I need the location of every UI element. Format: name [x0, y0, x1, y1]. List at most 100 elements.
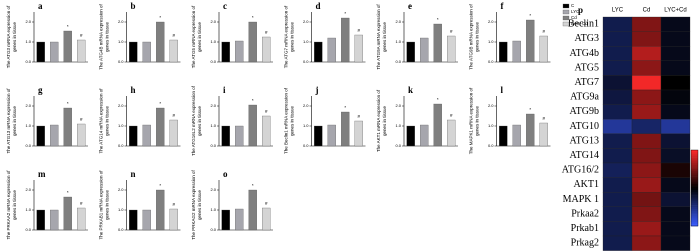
y-tick-label: 1.0 — [25, 39, 31, 44]
colorbar-segment — [691, 153, 698, 156]
legend-swatch — [562, 9, 570, 15]
heat-cell — [602, 46, 633, 61]
bar — [221, 209, 230, 231]
y-tick-label: 2.0 — [118, 19, 124, 24]
y-tick-label: 1.0 — [25, 207, 31, 212]
heat-cell — [631, 16, 662, 32]
heat-cell — [660, 119, 691, 134]
colorbar-segment — [691, 155, 698, 158]
y-tick-label: 1.0 — [210, 207, 216, 212]
row-label: MAPK 1 — [563, 194, 599, 205]
bar — [156, 107, 165, 147]
bar — [129, 209, 138, 231]
heat-cell — [660, 177, 691, 193]
significance-marker: # — [172, 33, 175, 38]
colorbar-segment — [691, 193, 698, 196]
bar — [156, 189, 165, 231]
y-axis-label: genes in tissue — [12, 21, 17, 52]
y-tick-label: 1.0 — [210, 123, 216, 128]
bar — [248, 104, 257, 147]
bar — [433, 23, 442, 63]
heat-cell — [631, 133, 662, 149]
heat-cell — [602, 177, 633, 193]
row-label: AKT1 — [573, 179, 599, 190]
y-tick-label: 1.0 — [210, 39, 216, 44]
bar — [341, 17, 350, 63]
colorbar-segment — [691, 165, 698, 168]
bar — [420, 37, 429, 63]
bar — [50, 124, 59, 147]
bar — [36, 209, 45, 231]
bar — [235, 125, 244, 147]
heat-cell — [631, 75, 662, 91]
column-label: LYC — [612, 8, 624, 14]
colorbar-frame — [690, 149, 699, 227]
colorbar-segment — [691, 220, 698, 223]
y-tick-label: 1.0 — [395, 123, 401, 128]
bar — [77, 39, 86, 63]
significance-marker: * — [67, 101, 69, 106]
colorbar-segment — [691, 205, 698, 208]
row-label: ATG16/2 — [562, 165, 599, 176]
panel-letter: l — [501, 85, 504, 95]
colorbar-segment — [691, 170, 698, 174]
y-tick-label: 2.0 — [118, 103, 124, 108]
y-axis-label: genes in tissue — [382, 21, 387, 52]
panel-letter: e — [408, 1, 412, 11]
y-axis-label: genes in tissue — [290, 21, 295, 52]
panel-letter: b — [131, 1, 136, 11]
y-axis-label: The ATG9B mRNA expression of — [469, 4, 474, 70]
bar — [63, 107, 72, 147]
y-tick-label: 2.0 — [118, 187, 124, 192]
y-axis-label: genes in tissue — [382, 105, 387, 136]
y-tick-label: 0.0 — [395, 59, 401, 64]
bar — [499, 125, 508, 147]
colorbar-segment — [691, 201, 698, 204]
row-label: Beclin1 — [568, 19, 599, 30]
bar — [248, 189, 257, 231]
bar — [526, 113, 535, 147]
significance-marker: # — [450, 113, 453, 118]
panel-letter: f — [501, 1, 505, 11]
heat-cell — [631, 89, 662, 105]
significance-marker: # — [172, 202, 175, 207]
colorbar-segment — [691, 212, 698, 215]
row-label: ATG5 — [575, 62, 599, 73]
heat-cell — [631, 119, 662, 134]
panel-letter: g — [38, 85, 43, 95]
y-axis-label: The ATG9A mRNA expression of — [376, 4, 381, 70]
bar — [420, 124, 429, 147]
panel-letter: c — [223, 1, 227, 11]
y-tick-label: 0.0 — [210, 143, 216, 148]
y-tick-label: 2.0 — [210, 187, 216, 192]
column-label: LYC+Cd — [664, 8, 686, 14]
y-tick-label: 1.0 — [303, 123, 309, 128]
heat-cell — [602, 31, 633, 47]
bar — [142, 124, 151, 147]
colorbar-segment — [691, 208, 698, 212]
row-label: ATG13 — [570, 135, 599, 146]
y-tick-label: 1.0 — [488, 39, 494, 44]
y-tick-label: 2.0 — [25, 19, 31, 24]
row-label: Prkag2 — [571, 238, 599, 249]
bar — [129, 125, 138, 147]
y-axis-label: The ATG4B mRNA expression of — [99, 4, 104, 70]
significance-marker: # — [80, 201, 83, 206]
colorbar-segment — [691, 197, 698, 200]
bar — [354, 120, 363, 147]
heat-cell — [660, 104, 691, 120]
y-axis-label: The Beclin1 mRNA expression of — [284, 87, 289, 154]
significance-marker: * — [159, 101, 161, 106]
y-axis-label: genes in tissue — [197, 21, 202, 52]
panel-letter: a — [38, 1, 43, 11]
colorbar-segment — [691, 180, 698, 183]
y-tick-label: 2.0 — [303, 19, 309, 24]
y-tick-label: 0.0 — [210, 59, 216, 64]
bar — [499, 41, 508, 63]
y-tick-label: 0.0 — [488, 59, 494, 64]
heat-cell — [602, 89, 633, 105]
heat-cell — [660, 89, 691, 105]
significance-marker: * — [67, 190, 69, 195]
panel-letter: p — [578, 5, 583, 15]
